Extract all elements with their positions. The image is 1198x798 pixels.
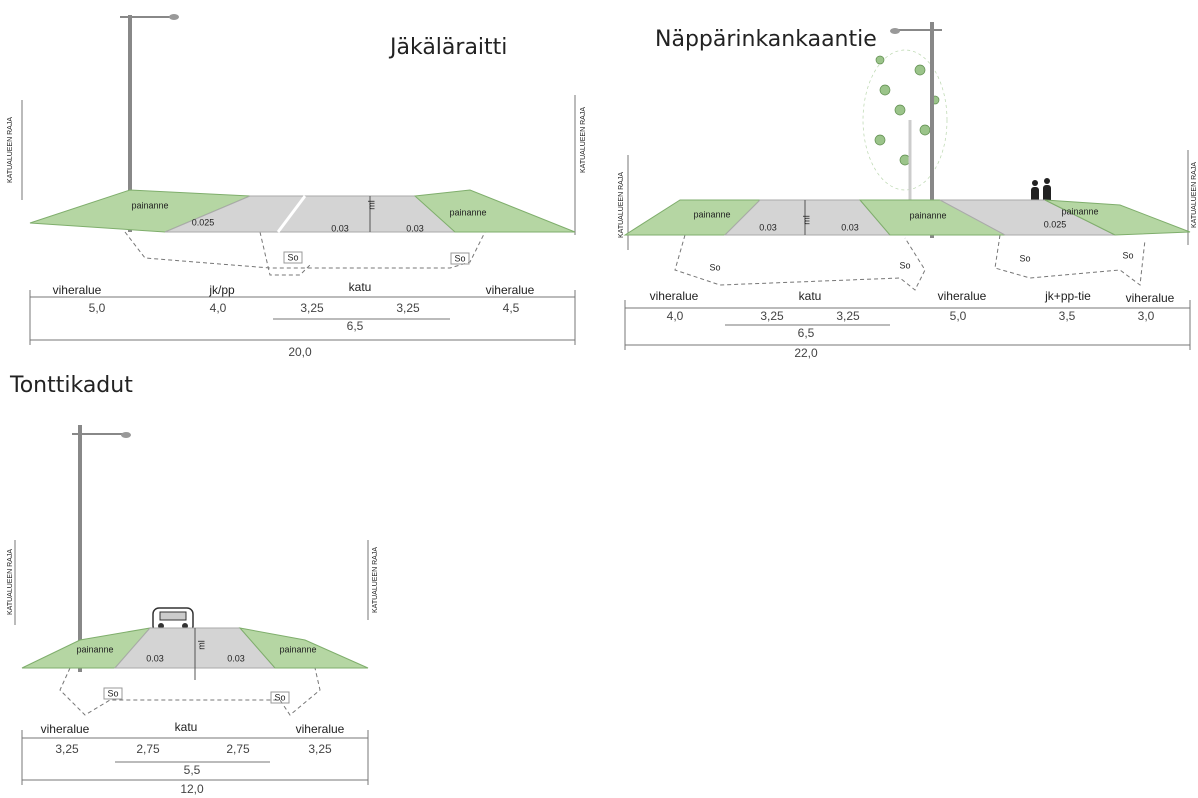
surface-label: 0.025 xyxy=(192,217,215,227)
zone-label: katu xyxy=(349,280,372,294)
ditch-label: So xyxy=(1019,253,1030,263)
surface-label: 0.025 xyxy=(1044,219,1067,229)
width-label: 4,0 xyxy=(667,309,684,323)
subtotal-label: 5,5 xyxy=(184,763,201,777)
width-label: 3,25 xyxy=(55,742,79,756)
zone-label: katu xyxy=(799,289,822,303)
section-title: Tonttikadut xyxy=(9,373,133,398)
width-label: 3,5 xyxy=(1059,309,1076,323)
ditch-label: So xyxy=(1122,250,1133,260)
ditch-label: So xyxy=(709,262,720,272)
boundary-label: KATUALUEEN RAJA xyxy=(7,549,14,615)
width-label: 3,25 xyxy=(760,309,784,323)
zone-label: viheralue xyxy=(41,722,90,736)
total-label: 20,0 xyxy=(288,345,312,359)
subtotal-label: 6,5 xyxy=(347,319,364,333)
boundary-label: KATUALUEEN RAJA xyxy=(7,117,14,183)
surface-label: ml xyxy=(366,200,376,210)
surface-label: painanne xyxy=(449,207,486,217)
ditch-label: So xyxy=(274,692,285,702)
width-label: 5,0 xyxy=(89,301,106,315)
surface-label: painanne xyxy=(76,644,113,654)
section-napparinkankaantie xyxy=(623,22,1191,350)
section-title: Jäkäläraitti xyxy=(388,35,507,60)
tree xyxy=(862,49,948,200)
section-jakalaraitti xyxy=(21,14,576,345)
surface-label: painanne xyxy=(909,210,946,220)
surface-label: ml xyxy=(196,640,206,650)
ditch-label: So xyxy=(107,688,118,698)
width-label: 3,25 xyxy=(396,301,420,315)
width-label: 2,75 xyxy=(226,742,250,756)
total-label: 22,0 xyxy=(794,346,818,360)
section-tonttikadut xyxy=(14,425,369,785)
boundary-label: KATUALUEEN RAJA xyxy=(372,547,379,613)
width-label: 2,75 xyxy=(136,742,160,756)
total-label: 12,0 xyxy=(180,782,204,796)
surface-label: painanne xyxy=(1061,206,1098,216)
zone-label: viheralue xyxy=(650,289,699,303)
width-label: 4,5 xyxy=(503,301,520,315)
surface-label: painanne xyxy=(279,644,316,654)
surface-label: 0.03 xyxy=(146,653,164,663)
zone-label: jk/pp xyxy=(208,283,235,297)
subtotal-label: 6,5 xyxy=(798,326,815,340)
zone-label: viheralue xyxy=(53,283,102,297)
surface-label: painanne xyxy=(131,200,168,210)
zone-label: katu xyxy=(175,720,198,734)
ditch-label: So xyxy=(899,260,910,270)
boundary-label: KATUALUEEN RAJA xyxy=(618,172,625,238)
zone-label: viheralue xyxy=(296,722,345,736)
width-label: 3,25 xyxy=(308,742,332,756)
zone-label: jk+pp-tie xyxy=(1044,289,1091,303)
boundary-label: KATUALUEEN RAJA xyxy=(1191,162,1198,228)
surface-label: 0.03 xyxy=(227,653,245,663)
zone-label: viheralue xyxy=(938,289,987,303)
surface-label: 0.03 xyxy=(331,223,349,233)
surface-label: 0.03 xyxy=(841,222,859,232)
zone-label: viheralue xyxy=(486,283,535,297)
surface-label: 0.03 xyxy=(759,222,777,232)
width-label: 3,25 xyxy=(300,301,324,315)
section-title: Näppärinkankaantie xyxy=(655,27,877,52)
width-label: 5,0 xyxy=(950,309,967,323)
width-label: 3,25 xyxy=(836,309,860,323)
ditch-label: So xyxy=(454,253,465,263)
boundary-label: KATUALUEEN RAJA xyxy=(580,107,587,173)
width-label: 3,0 xyxy=(1138,309,1155,323)
ditch-label: So xyxy=(287,252,298,262)
zone-label: viheralue xyxy=(1126,291,1175,305)
surface-label: 0.03 xyxy=(406,223,424,233)
surface-label: painanne xyxy=(693,209,730,219)
surface-label: ml xyxy=(801,215,811,225)
width-label: 4,0 xyxy=(210,301,227,315)
